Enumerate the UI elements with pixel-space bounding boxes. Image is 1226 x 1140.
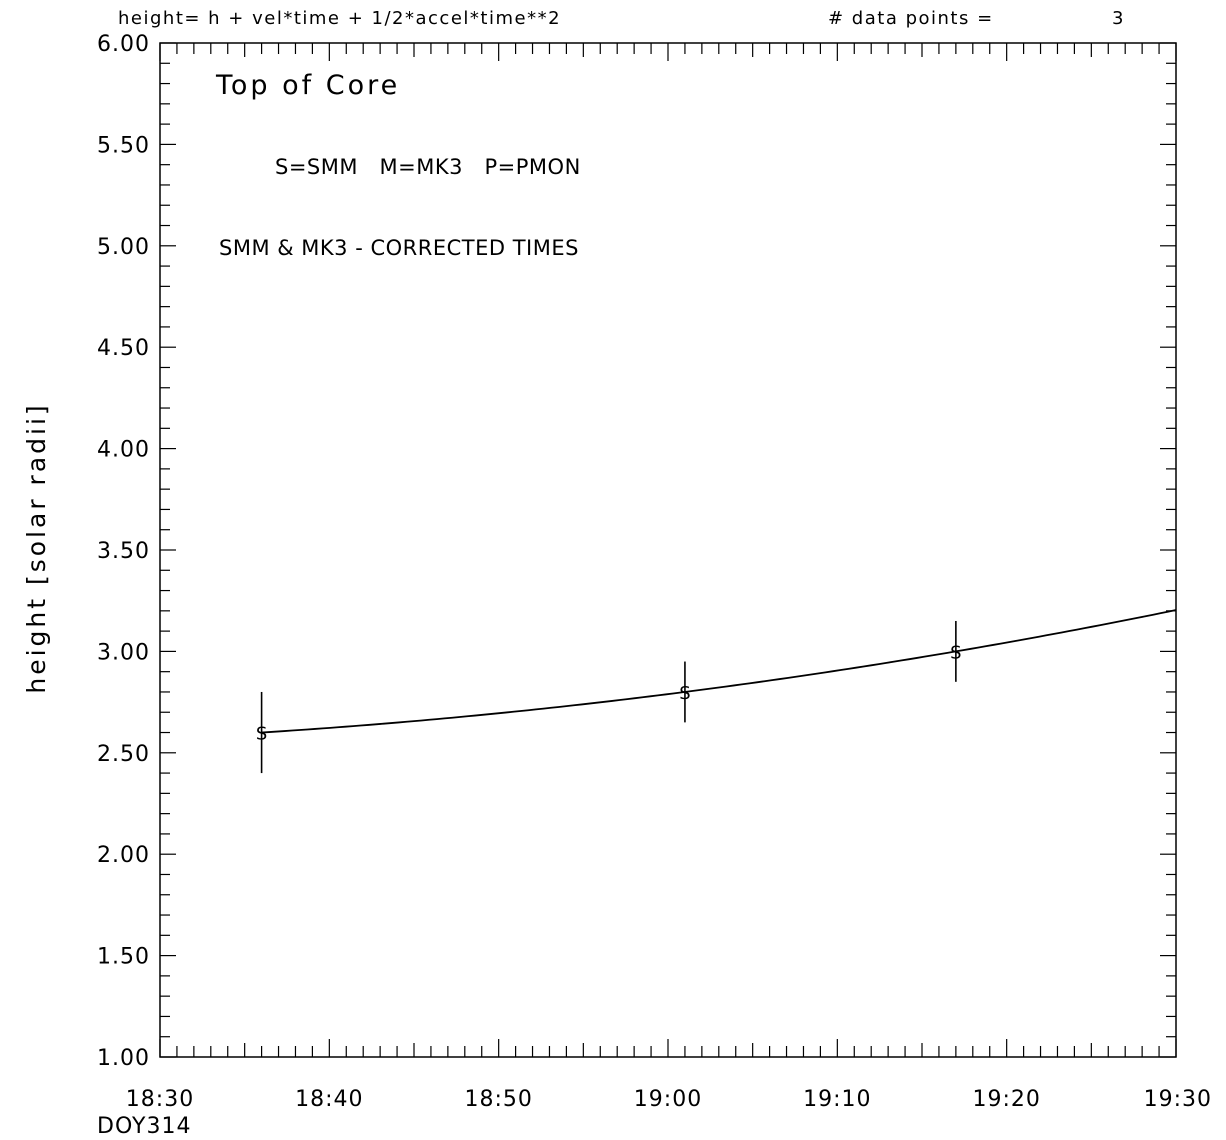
y-tick-label: 3.50 — [97, 539, 150, 564]
annotations: Top of Core S=SMM M=MK3 P=PMON SMM & MK3… — [215, 70, 581, 260]
fit-curve — [261, 609, 1177, 734]
x-tick-label: 19:30 — [1144, 1087, 1212, 1112]
data-point-marker: S — [679, 683, 690, 704]
y-tick-label: 4.50 — [97, 336, 150, 361]
data-points-value: 3 — [1112, 8, 1125, 29]
y-tick-label: 6.00 — [97, 32, 150, 57]
x-tick-label: 18:50 — [464, 1087, 532, 1112]
legend-text: S=SMM M=MK3 P=PMON — [275, 155, 581, 179]
y-tick-label: 3.00 — [97, 640, 150, 665]
y-tick-label: 5.50 — [97, 133, 150, 158]
panel-title: Top of Core — [215, 70, 400, 101]
x-tick-label: 19:00 — [634, 1087, 702, 1112]
x-tick-label: 18:30 — [126, 1087, 194, 1112]
data-point-marker: S — [256, 724, 267, 745]
y-tick-label: 2.50 — [97, 742, 150, 767]
y-tick-label: 1.00 — [97, 1046, 150, 1071]
y-axis-ticks — [160, 42, 1176, 1058]
y-tick-label: 4.00 — [97, 438, 150, 463]
y-tick-label: 5.00 — [97, 235, 150, 260]
x-axis-sublabel: DOY314 — [97, 1114, 191, 1139]
y-tick-label: 2.00 — [97, 843, 150, 868]
x-tick-label: 18:40 — [295, 1087, 363, 1112]
data-points: S S S — [256, 620, 962, 774]
header: height= h + vel*time + 1/2*accel*time**2… — [118, 8, 1125, 29]
plot-frame — [159, 42, 1177, 1058]
y-axis-label: height [solar radii] — [22, 402, 51, 693]
data-points-label: # data points = — [828, 8, 994, 29]
x-tick-label: 19:20 — [972, 1087, 1040, 1112]
x-axis-tick-labels: 18:30 18:40 18:50 19:00 19:10 19:20 19:30 — [126, 1087, 1212, 1112]
x-axis-ticks — [159, 43, 1177, 1057]
data-point-marker: S — [950, 642, 961, 663]
formula-text: height= h + vel*time + 1/2*accel*time**2 — [118, 8, 561, 29]
y-axis-tick-labels: 1.00 1.50 2.00 2.50 3.00 3.50 4.00 4.50 5.00 5.50… — [97, 32, 150, 1071]
x-tick-label: 19:10 — [803, 1087, 871, 1112]
y-tick-label: 1.50 — [97, 945, 150, 970]
note-text: SMM & MK3 - CORRECTED TIMES — [219, 236, 579, 260]
